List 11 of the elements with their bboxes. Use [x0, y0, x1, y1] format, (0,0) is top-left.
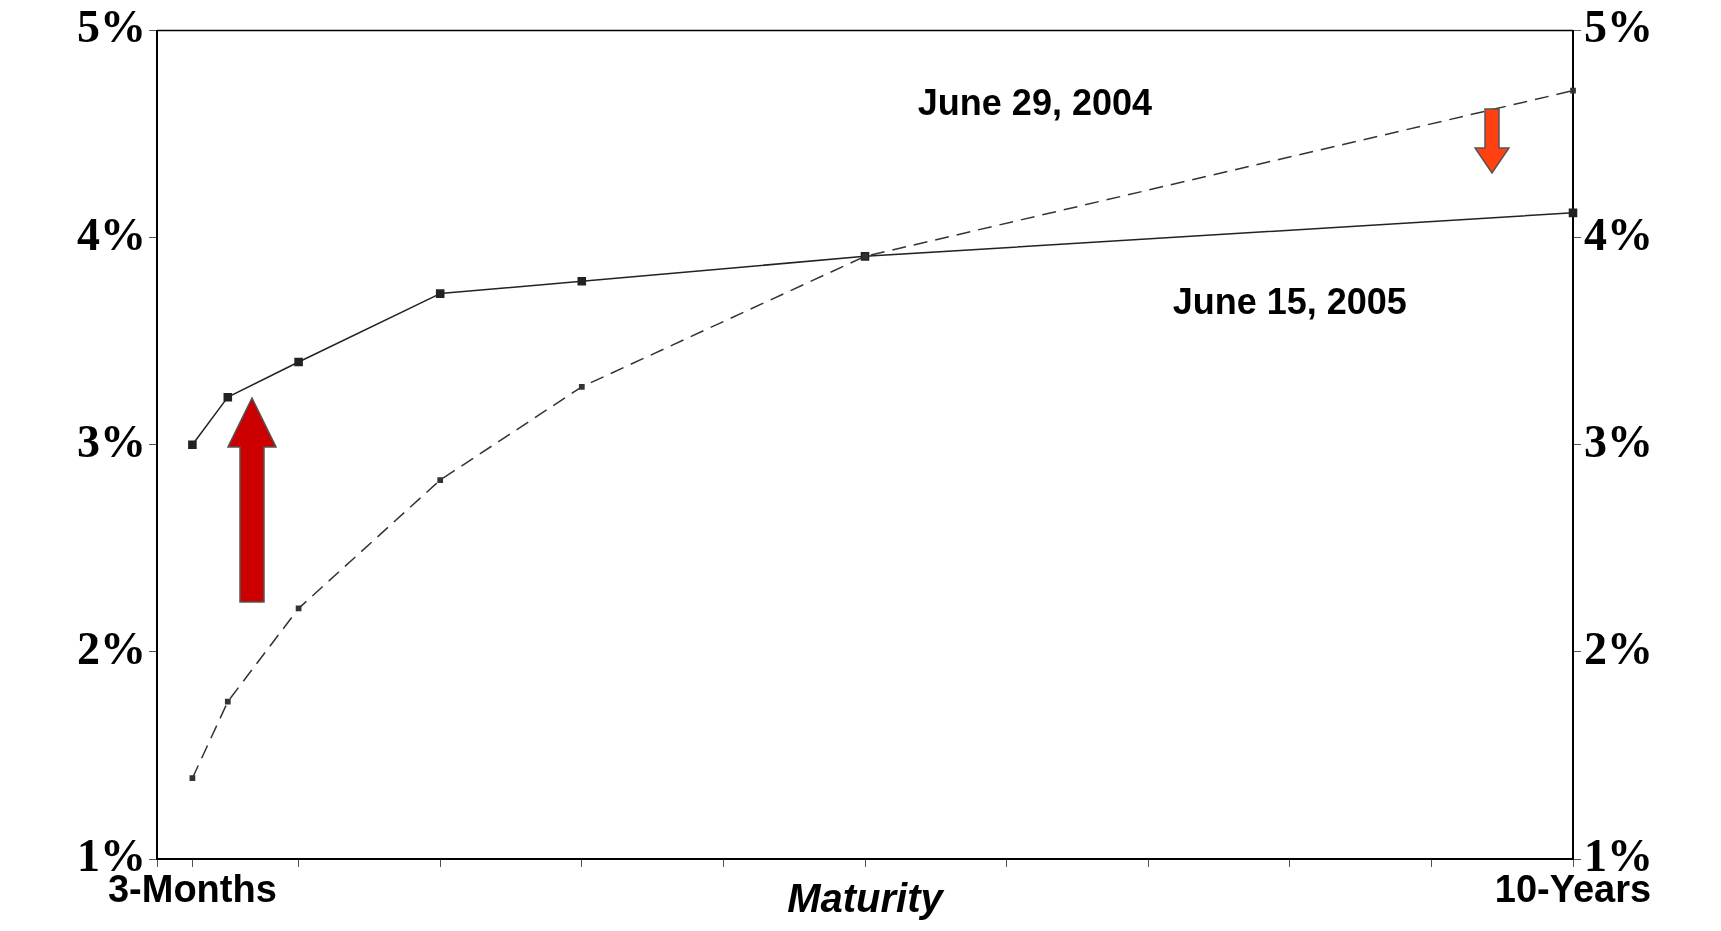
y2-tick-label: 4% [1584, 208, 1653, 260]
y-tick-label: 4% [77, 208, 146, 260]
series-label: June 15, 2005 [1172, 280, 1407, 322]
y2-tick-label: 5% [1584, 1, 1653, 53]
y2-tick-label: 2% [1584, 622, 1653, 674]
y-tick-label: 5% [77, 1, 146, 53]
y-tick-label: 2% [77, 622, 146, 674]
y-tick-label: 3% [77, 415, 146, 467]
series-label: June 29, 2004 [917, 82, 1153, 124]
x-axis-title: Maturity [787, 876, 945, 921]
y2-tick-label: 3% [1584, 415, 1653, 467]
